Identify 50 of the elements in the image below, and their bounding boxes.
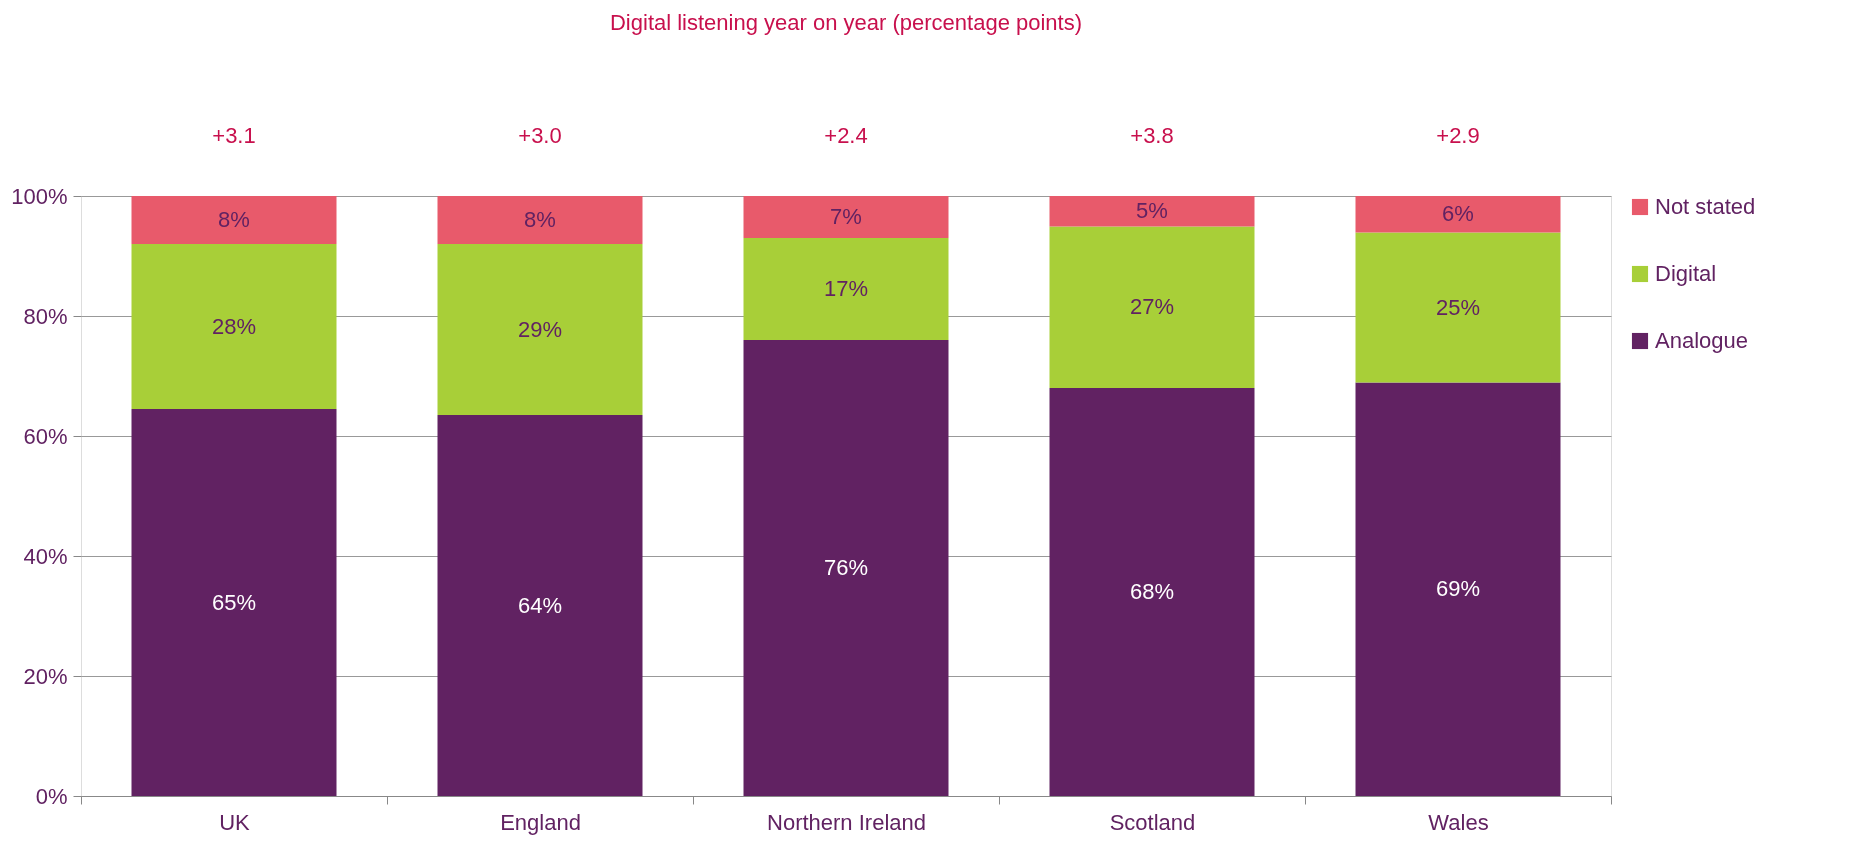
bar (1355, 232, 1561, 383)
x-tick-label: UK (219, 809, 251, 835)
x-tick-label: Wales (1428, 809, 1489, 835)
bar (131, 196, 337, 244)
data-label: 6% (1442, 201, 1474, 227)
bar (437, 415, 643, 796)
data-label: 68% (1129, 579, 1175, 604)
text: +3.0 (518, 123, 562, 148)
text: +3.1 (212, 123, 256, 148)
x-tick-label: England (500, 809, 581, 835)
bar (437, 196, 643, 244)
data-label: 17% (823, 276, 869, 301)
bar (743, 196, 949, 238)
bar (1355, 382, 1561, 796)
legend-label: Analogue (1655, 328, 1748, 353)
data-label: 27% (1129, 294, 1175, 320)
legend-label: Not stated (1655, 194, 1756, 219)
bar (131, 244, 337, 409)
data-label: 29% (517, 316, 563, 342)
text: +2.4 (824, 123, 868, 148)
data-label: 8% (218, 207, 250, 232)
data-label: 8% (524, 207, 556, 232)
bar (437, 244, 643, 415)
bar (1049, 388, 1255, 796)
data-label: 28% (211, 313, 257, 339)
data-label: 64% (517, 592, 563, 618)
data-label: 65% (211, 589, 257, 615)
text: +2.9 (1436, 123, 1480, 148)
x-tick-label: Scotland (1109, 809, 1196, 835)
bar (131, 409, 337, 796)
bar (743, 238, 949, 340)
chart-title: Digital listening year on year (percentage points) (609, 10, 1083, 35)
y-tick-label: 0% (35, 783, 68, 809)
data-label: 25% (1435, 294, 1481, 320)
data-label: 7% (830, 204, 862, 229)
y-tick-label: 20% (23, 663, 68, 689)
x-tick-label: Northern Ireland (767, 809, 926, 835)
y-tick-label: 100% (11, 183, 68, 209)
text: +3.8 (1130, 123, 1174, 148)
bar (1355, 196, 1561, 233)
bar (1049, 226, 1255, 388)
legend-label: Digital (1655, 261, 1717, 286)
data-label: 69% (1435, 576, 1481, 602)
y-tick-label: 80% (23, 303, 68, 329)
data-label: 76% (823, 555, 869, 580)
y-tick-label: 60% (23, 423, 68, 449)
data-label: 5% (1136, 198, 1168, 224)
y-tick-label: 40% (23, 543, 68, 569)
bar (1049, 196, 1255, 227)
bar (743, 340, 949, 796)
